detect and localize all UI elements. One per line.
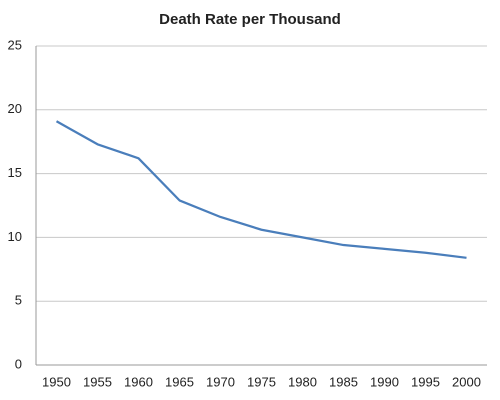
x-tick-label: 2000 — [452, 374, 481, 389]
x-tick-label: 1955 — [83, 374, 112, 389]
x-tick-label: 1980 — [288, 374, 317, 389]
x-tick-label: 1975 — [247, 374, 276, 389]
y-tick-label: 5 — [15, 293, 22, 308]
y-tick-label: 10 — [8, 229, 22, 244]
data-line — [55, 120, 467, 259]
y-tick-label: 0 — [15, 356, 22, 371]
x-tick-label: 1990 — [370, 374, 399, 389]
x-tick-label: 1970 — [206, 374, 235, 389]
y-tick-label: 15 — [8, 165, 22, 180]
x-tick-label: 1965 — [165, 374, 194, 389]
x-tick-label: 1995 — [411, 374, 440, 389]
x-tick-label: 1950 — [42, 374, 71, 389]
y-tick-label: 25 — [8, 37, 22, 52]
chart-title: Death Rate per Thousand — [159, 11, 341, 28]
y-tick-label: 20 — [8, 101, 22, 116]
x-tick-label: 1960 — [124, 374, 153, 389]
x-tick-label: 1985 — [329, 374, 358, 389]
